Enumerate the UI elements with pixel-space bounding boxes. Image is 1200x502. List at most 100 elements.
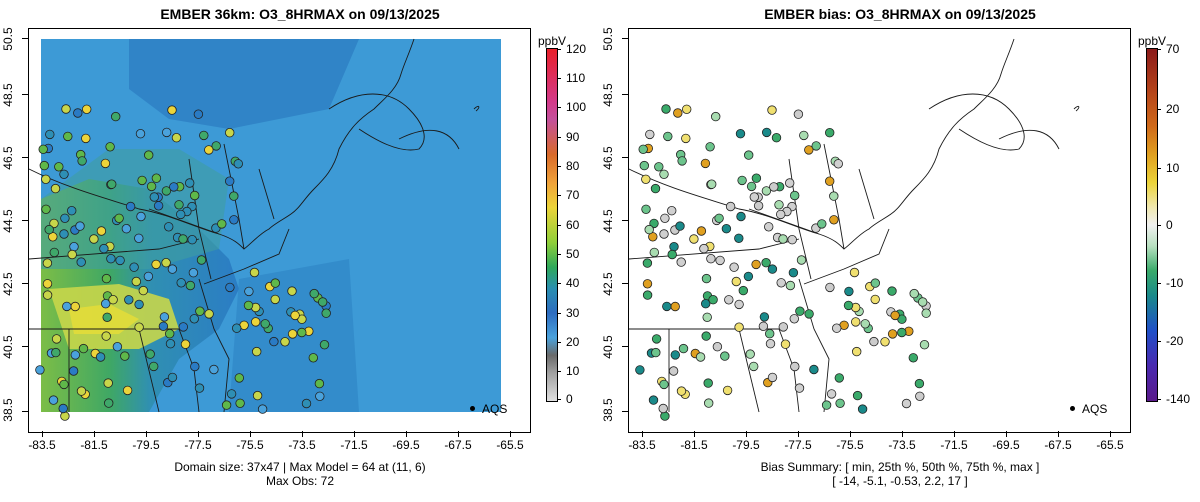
model-colorbar-title: ppbV — [538, 34, 567, 48]
station-marker — [167, 372, 178, 383]
station-marker — [148, 361, 159, 372]
station-marker — [77, 156, 87, 166]
station-marker — [229, 191, 239, 201]
station-marker — [171, 132, 182, 143]
station-marker — [919, 340, 930, 350]
station-marker — [100, 158, 111, 169]
station-marker — [658, 403, 668, 414]
station-marker — [184, 178, 195, 188]
cbar-label: -140 — [1166, 392, 1191, 406]
station-marker — [825, 282, 835, 293]
station-marker — [789, 190, 800, 201]
station-marker — [642, 258, 653, 268]
station-marker — [309, 288, 319, 299]
station-marker — [860, 319, 870, 329]
station-marker — [796, 255, 807, 265]
station-marker — [669, 241, 679, 252]
station-marker — [642, 279, 653, 289]
station-marker — [734, 299, 744, 310]
station-marker — [745, 349, 755, 359]
station-marker — [702, 312, 712, 323]
station-marker — [852, 390, 863, 401]
station-marker — [703, 378, 713, 388]
station-marker — [635, 365, 645, 375]
station-marker — [204, 309, 214, 319]
bias-map[interactable] — [628, 28, 1131, 433]
station-marker — [901, 398, 912, 409]
cbar-label: 120 — [566, 42, 587, 56]
y-tick-label: 46.5 — [601, 146, 615, 170]
station-marker — [696, 226, 707, 236]
station-marker — [287, 329, 298, 339]
station-marker — [44, 224, 54, 235]
station-marker — [914, 378, 925, 389]
station-marker — [115, 255, 125, 266]
station-marker — [290, 310, 300, 321]
station-marker — [60, 213, 70, 224]
station-marker — [297, 327, 307, 338]
station-marker — [38, 144, 48, 155]
station-marker — [736, 211, 746, 222]
station-marker — [829, 191, 839, 201]
x-tick-label: -75.5 — [836, 438, 864, 452]
station-marker — [641, 174, 651, 185]
station-marker — [225, 282, 235, 293]
station-marker — [251, 346, 262, 357]
station-marker — [185, 280, 196, 291]
station-marker — [42, 279, 53, 289]
station-marker — [731, 276, 742, 287]
cbar-label: 10 — [1166, 161, 1180, 175]
station-marker — [178, 234, 188, 244]
station-marker — [869, 336, 879, 347]
station-marker — [221, 400, 232, 410]
station-marker — [308, 353, 319, 363]
station-marker — [831, 323, 842, 333]
station-marker — [129, 262, 139, 272]
station-marker — [106, 179, 117, 189]
station-marker — [270, 278, 281, 288]
station-marker — [705, 142, 715, 152]
station-marker — [134, 322, 144, 332]
cbar-label: 70 — [566, 188, 580, 202]
station-marker — [76, 386, 87, 396]
station-marker — [124, 295, 134, 305]
station-marker — [224, 176, 235, 186]
station-marker — [125, 201, 136, 212]
x-tick-label: -77.5 — [784, 438, 812, 452]
station-marker — [51, 347, 61, 358]
station-marker — [190, 361, 200, 372]
station-marker — [662, 301, 672, 312]
model-map[interactable] — [28, 28, 531, 433]
station-marker — [817, 219, 827, 229]
x-tick-label: -73.5 — [288, 438, 316, 452]
station-marker — [217, 219, 227, 229]
station-marker — [703, 398, 714, 408]
station-marker — [790, 361, 800, 372]
station-marker — [857, 404, 868, 414]
station-marker — [700, 158, 711, 169]
station-marker — [164, 329, 175, 339]
station-marker — [101, 273, 112, 284]
station-marker — [99, 243, 109, 254]
x-tick-label: -71.5 — [340, 438, 368, 452]
station-marker — [260, 319, 270, 329]
station-marker — [689, 234, 699, 244]
station-marker — [676, 257, 686, 267]
station-marker — [743, 150, 754, 160]
station-marker — [35, 365, 45, 375]
station-marker — [176, 278, 186, 288]
cbar-label: 50 — [566, 247, 580, 261]
x-tick-label: -65.5 — [1096, 438, 1124, 452]
bias-panel-title: EMBER bias: O3_8HRMAX on 09/13/2025 — [764, 6, 1036, 22]
station-marker — [161, 186, 172, 196]
station-marker — [194, 383, 205, 393]
y-tick-label: 40.5 — [601, 335, 615, 359]
station-marker — [870, 278, 881, 288]
x-tick-label: -71.5 — [940, 438, 968, 452]
station-marker — [780, 339, 791, 349]
cbar-label: -10 — [1166, 276, 1184, 290]
station-marker — [314, 378, 325, 389]
station-marker — [751, 259, 761, 270]
station-marker — [301, 398, 312, 409]
station-marker — [708, 295, 718, 305]
